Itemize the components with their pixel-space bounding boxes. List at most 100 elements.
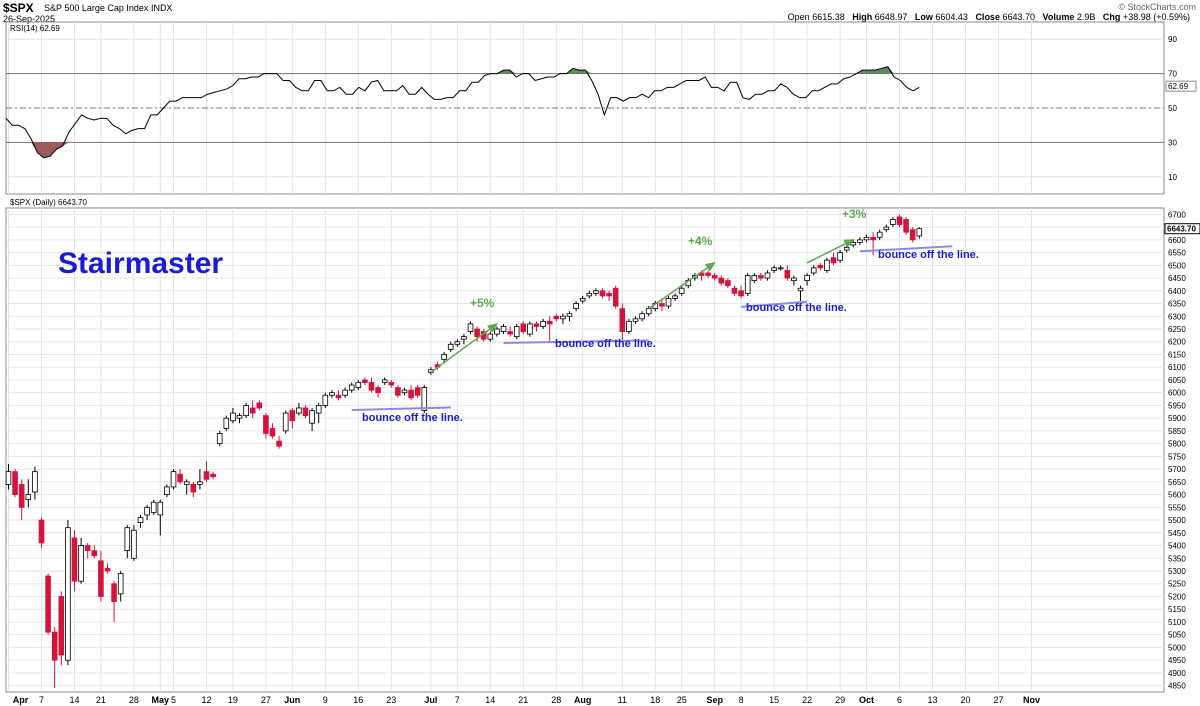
gain-4pct-label: +4% bbox=[688, 234, 713, 248]
high-value: 6648.97 bbox=[874, 12, 908, 22]
rsi-tick-label: 50 bbox=[1168, 104, 1177, 113]
candle-body bbox=[282, 412, 289, 432]
candle-body bbox=[467, 323, 474, 332]
candle bbox=[362, 377, 368, 386]
price-tick-label: 5650 bbox=[1168, 478, 1186, 487]
candle-body bbox=[500, 326, 507, 332]
candle bbox=[711, 272, 718, 281]
candle-body bbox=[131, 529, 137, 559]
candle bbox=[381, 377, 388, 386]
candle-body bbox=[263, 415, 269, 434]
candle-body bbox=[454, 341, 461, 345]
candle bbox=[863, 234, 870, 243]
open-label: Open bbox=[787, 12, 810, 22]
candle-body bbox=[78, 545, 84, 582]
rsi-tick-label: 30 bbox=[1168, 138, 1177, 147]
candle bbox=[810, 265, 817, 276]
price-tick-label: 5950 bbox=[1168, 401, 1186, 410]
candle bbox=[84, 542, 91, 559]
candle-body bbox=[573, 303, 579, 310]
candle bbox=[401, 387, 408, 396]
price-tick-label: 5750 bbox=[1168, 452, 1186, 461]
candle bbox=[843, 244, 850, 253]
candle-body bbox=[797, 287, 804, 292]
candle-body bbox=[395, 387, 401, 396]
open-value: 6615.38 bbox=[812, 12, 845, 22]
candle bbox=[243, 402, 249, 419]
candle bbox=[65, 520, 71, 666]
candle-body bbox=[45, 575, 51, 633]
x-tick-label: Apr bbox=[13, 695, 29, 705]
x-tick-label: 21 bbox=[96, 695, 106, 705]
candle bbox=[744, 272, 751, 296]
candle-body bbox=[678, 287, 685, 294]
candle bbox=[269, 423, 276, 439]
high-label: High bbox=[852, 12, 873, 22]
candle bbox=[916, 227, 923, 239]
support-4-line bbox=[859, 245, 953, 253]
candle bbox=[659, 298, 665, 312]
x-tick-label: 6 bbox=[897, 695, 902, 705]
candle-body bbox=[447, 343, 454, 350]
stockcharts-credit[interactable]: © StockCharts.com bbox=[1118, 2, 1196, 12]
candle-body bbox=[890, 219, 896, 225]
price-tick-label: 6000 bbox=[1168, 389, 1186, 398]
candle-body bbox=[725, 280, 731, 287]
candle-body bbox=[744, 275, 751, 294]
price-tick-label: 5050 bbox=[1168, 631, 1186, 640]
candle-body bbox=[368, 382, 375, 391]
candle bbox=[672, 293, 678, 301]
candle bbox=[25, 479, 32, 508]
candle-body bbox=[91, 550, 98, 557]
x-tick-label: 11 bbox=[618, 695, 627, 705]
candle-body bbox=[243, 405, 249, 417]
candle-body bbox=[335, 394, 342, 399]
x-tick-label: 14 bbox=[485, 695, 495, 705]
candle bbox=[230, 407, 236, 424]
candle-body bbox=[414, 387, 421, 396]
candle bbox=[639, 311, 645, 322]
price-tick-label: 6450 bbox=[1168, 274, 1186, 283]
candle-body bbox=[843, 247, 850, 251]
support-3-label: bounce off the line. bbox=[746, 302, 847, 314]
candle-body bbox=[12, 471, 18, 495]
candle bbox=[718, 275, 725, 286]
candle bbox=[909, 227, 916, 243]
price-tick-label: 5850 bbox=[1168, 427, 1186, 436]
candle-body bbox=[71, 537, 78, 582]
stairmaster-title: Stairmaster bbox=[58, 247, 223, 280]
candle-body bbox=[863, 236, 870, 241]
candle bbox=[626, 318, 632, 335]
candle-body bbox=[150, 501, 157, 513]
candle-body bbox=[738, 290, 744, 297]
x-tick-label: 28 bbox=[551, 695, 561, 705]
candle bbox=[883, 224, 890, 233]
candle bbox=[309, 407, 315, 431]
gain-5pct-arrow bbox=[430, 323, 499, 373]
candle-body bbox=[527, 323, 533, 335]
candle-body bbox=[342, 389, 348, 396]
candle bbox=[170, 469, 177, 490]
x-tick-label: Aug bbox=[574, 695, 592, 705]
candle-body bbox=[513, 326, 520, 338]
candle-body bbox=[223, 417, 230, 429]
candle bbox=[355, 379, 362, 391]
x-tick-label: 16 bbox=[353, 695, 363, 705]
candle bbox=[441, 351, 447, 363]
candle-body bbox=[533, 323, 540, 327]
candle bbox=[731, 285, 738, 296]
candle bbox=[329, 390, 335, 398]
candle-body bbox=[520, 323, 527, 332]
candle-body bbox=[870, 236, 876, 241]
candle-body bbox=[857, 239, 863, 243]
candle-body bbox=[540, 320, 546, 327]
price-tick-label: 6700 bbox=[1168, 210, 1186, 219]
candle-body bbox=[705, 272, 711, 276]
candle bbox=[857, 237, 863, 245]
chg-label: Chg bbox=[1102, 12, 1121, 22]
candle bbox=[612, 285, 619, 309]
candle bbox=[216, 430, 223, 447]
candle-body bbox=[619, 308, 626, 332]
symbol-name: S&P 500 Large Cap Index bbox=[44, 3, 149, 13]
